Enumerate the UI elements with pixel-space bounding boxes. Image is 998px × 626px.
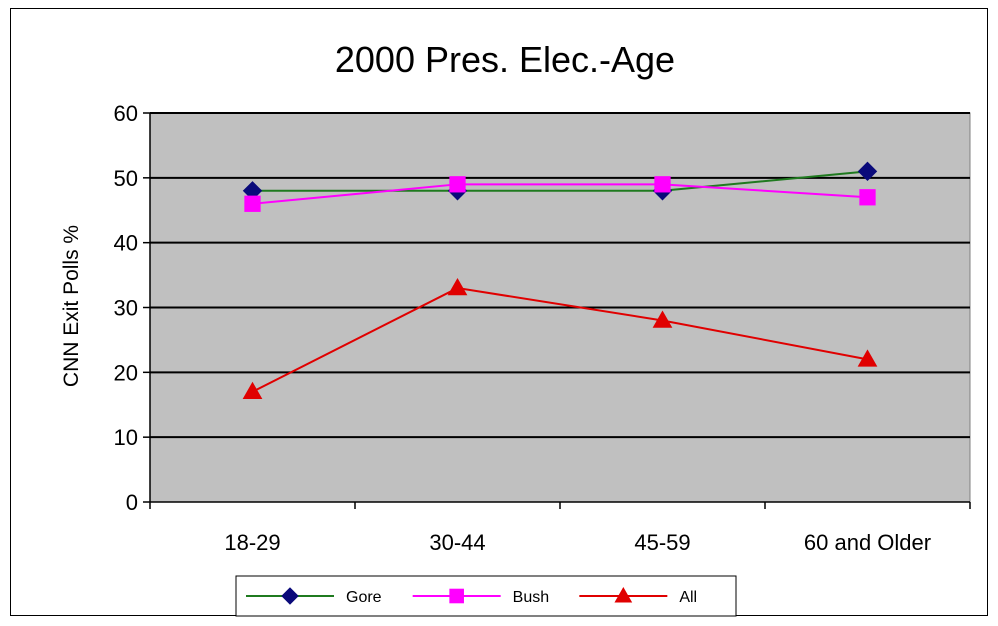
data-point-all bbox=[857, 349, 878, 367]
chart-title: 2000 Pres. Elec.-Age bbox=[335, 39, 675, 80]
legend-label-bush: Bush bbox=[513, 589, 549, 606]
plot-area: 0 10 20 30 40 50 60 18-29 30-44 45-59 60 and Older bbox=[114, 101, 971, 555]
legend-marker-all bbox=[614, 586, 633, 603]
data-point-bush bbox=[244, 195, 261, 212]
data-point-all bbox=[447, 278, 468, 296]
series-line-all bbox=[252, 287, 868, 393]
x-tick-label: 45-59 bbox=[634, 530, 690, 555]
series-line-gore bbox=[252, 170, 868, 192]
data-point-all bbox=[652, 310, 673, 328]
y-tick-label: 20 bbox=[114, 360, 138, 385]
x-tick-label: 18-29 bbox=[224, 530, 280, 555]
legend-marker-bush bbox=[449, 588, 464, 604]
legend-label-all: All bbox=[679, 589, 697, 606]
data-point-bush bbox=[654, 176, 671, 193]
legend-marker-gore bbox=[281, 587, 299, 605]
x-tick-label: 30-44 bbox=[429, 530, 485, 555]
legend: Gore Bush All bbox=[235, 575, 737, 617]
y-tick-label: 30 bbox=[114, 296, 138, 321]
legend-label-gore: Gore bbox=[346, 589, 382, 606]
y-tick-label: 10 bbox=[114, 425, 138, 450]
x-tick-label: 60 and Older bbox=[804, 530, 931, 555]
y-tick-label: 0 bbox=[126, 490, 138, 515]
y-tick-label: 50 bbox=[114, 166, 138, 191]
y-axis-label: CNN Exit Polls % bbox=[60, 225, 83, 387]
data-point-all bbox=[242, 381, 263, 400]
data-point-bush bbox=[449, 176, 466, 193]
y-tick-label: 60 bbox=[114, 101, 138, 126]
y-tick-label: 40 bbox=[114, 231, 138, 256]
data-point-bush bbox=[859, 189, 876, 206]
series-line-bush bbox=[252, 183, 868, 205]
data-point-gore bbox=[857, 161, 878, 182]
